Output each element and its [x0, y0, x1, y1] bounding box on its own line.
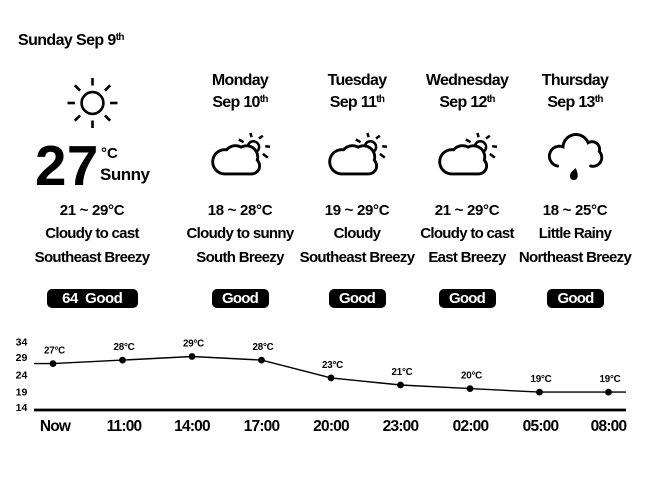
- svg-text:34: 34: [16, 336, 28, 348]
- svg-text:23°C: 23°C: [322, 360, 343, 371]
- svg-text:11:00: 11:00: [107, 418, 142, 435]
- svg-text:24: 24: [16, 370, 28, 382]
- svg-text:14: 14: [16, 402, 28, 414]
- svg-text:20:00: 20:00: [313, 418, 349, 435]
- svg-text:19°C: 19°C: [599, 374, 620, 385]
- svg-text:29°C: 29°C: [183, 339, 204, 350]
- svg-text:28°C: 28°C: [113, 342, 134, 353]
- svg-text:20°C: 20°C: [461, 371, 482, 382]
- svg-text:27°C: 27°C: [44, 346, 65, 357]
- svg-text:02:00: 02:00: [453, 418, 489, 435]
- svg-text:14:00: 14:00: [174, 418, 210, 435]
- svg-text:29: 29: [16, 352, 28, 364]
- svg-text:19°C: 19°C: [530, 374, 551, 385]
- svg-text:Now: Now: [40, 418, 72, 435]
- svg-text:23:00: 23:00: [383, 418, 419, 435]
- svg-text:05:00: 05:00: [523, 418, 559, 435]
- svg-text:19: 19: [16, 387, 28, 399]
- svg-text:21°C: 21°C: [391, 367, 412, 378]
- svg-text:08:00: 08:00: [591, 418, 627, 435]
- svg-text:28°C: 28°C: [252, 342, 273, 353]
- svg-text:17:00: 17:00: [244, 418, 280, 435]
